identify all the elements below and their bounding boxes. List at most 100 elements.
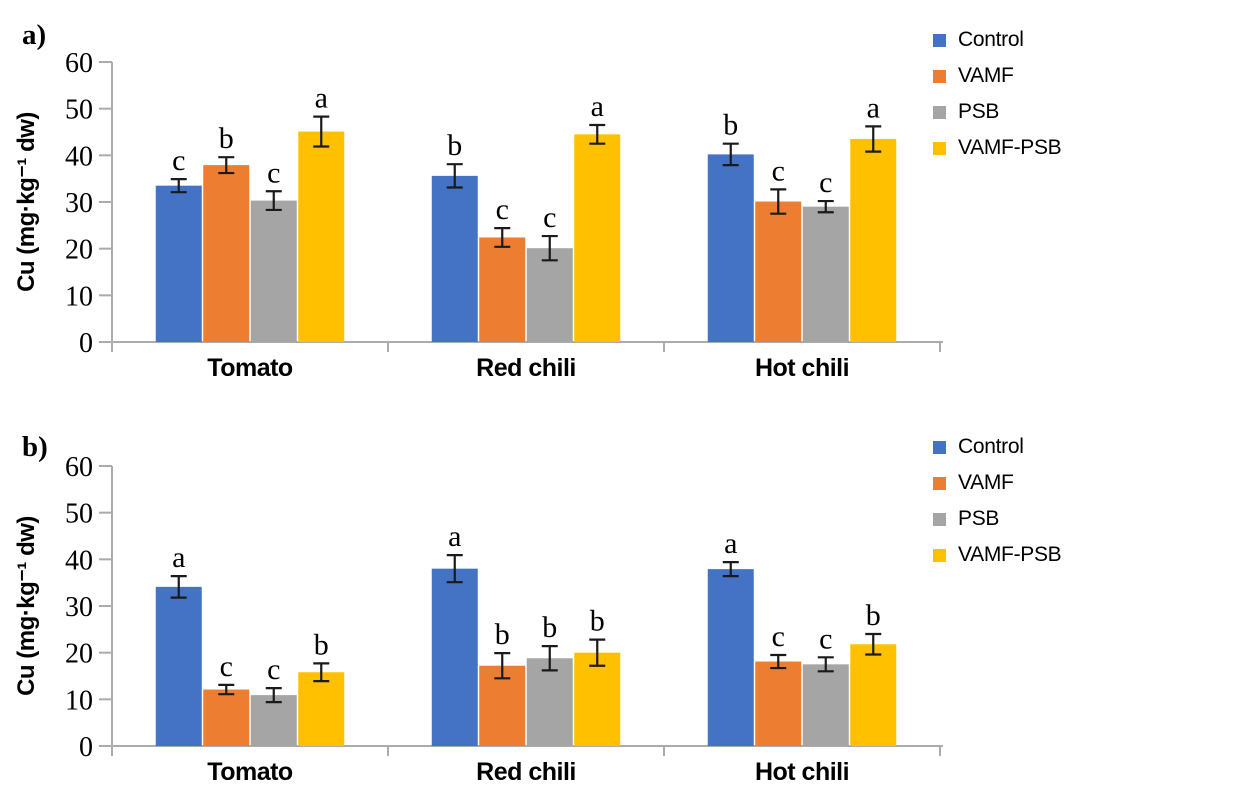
legend-label-vamf-psb: VAMF-PSB (958, 136, 1062, 159)
bar-vamf (755, 201, 802, 342)
y-tick-label: 0 (79, 328, 93, 359)
legend-label-control: Control (958, 28, 1024, 51)
legend-label-vamf-psb: VAMF-PSB (958, 543, 1062, 566)
legend-item-psb: PSB (933, 507, 1061, 531)
bar-vamf (755, 661, 802, 746)
y-tick-label: 60 (65, 452, 93, 483)
bar-vamf-psb (574, 134, 621, 342)
panel-a-chart: a) Cu (mg·kg⁻¹ dw) 0 10 20 30 40 50 60 Tomato Red … (13, 19, 943, 382)
significance-letter: b (723, 109, 738, 142)
bar-control (155, 586, 202, 746)
legend-item-vamf: VAMF (933, 64, 1061, 88)
legend-item-control: Control (933, 28, 1061, 52)
category-label: Red chili (476, 354, 576, 382)
significance-letter: c (772, 154, 785, 187)
legend-swatch-vamf-icon (933, 476, 946, 490)
significance-letter: b (542, 611, 557, 644)
significance-letter: b (495, 618, 510, 651)
bar-control (431, 568, 478, 746)
significance-letter: a (172, 541, 185, 574)
legend-item-control: Control (933, 435, 1061, 459)
panel-label: b) (22, 431, 48, 463)
bar-psb (250, 200, 297, 342)
significance-letter: b (590, 605, 605, 638)
bar-vamf (203, 165, 250, 342)
legend-label-vamf: VAMF (958, 64, 1014, 87)
bar-vamf-psb (850, 139, 897, 342)
bar-vamf (203, 689, 250, 746)
legend-panel-a: Control VAMF PSB VAMF-PSB (933, 28, 1062, 172)
legend-label-psb: PSB (958, 100, 1000, 123)
legend-label-control: Control (958, 435, 1024, 458)
legend-item-vamf-psb: VAMF-PSB (933, 543, 1062, 567)
significance-letter: c (819, 166, 832, 199)
bar-vamf-psb (298, 131, 345, 342)
category-label: Hot chili (755, 354, 849, 382)
y-tick-label: 10 (65, 685, 93, 716)
legend-item-vamf: VAMF (933, 471, 1061, 495)
legend-item-vamf-psb: VAMF-PSB (933, 136, 1062, 160)
significance-letter: a (315, 82, 328, 115)
legend-panel-b: Control VAMF PSB VAMF-PSB (933, 435, 1062, 579)
bar-vamf-psb (574, 652, 621, 746)
legend-swatch-vamf-psb-icon (933, 548, 946, 562)
legend-swatch-control-icon (933, 440, 946, 454)
category-label: Tomato (207, 354, 293, 382)
significance-letter: b (314, 628, 329, 661)
legend-swatch-psb-icon (933, 105, 946, 119)
significance-letter: c (819, 622, 832, 655)
legend-swatch-control-icon (933, 33, 946, 47)
significance-letter: a (448, 520, 461, 553)
bar-vamf (479, 237, 526, 342)
y-tick-label: 30 (65, 188, 93, 219)
significance-letter: a (591, 90, 604, 123)
significance-letter: a (724, 527, 737, 560)
bar-psb (802, 664, 849, 746)
y-tick-label: 30 (65, 592, 93, 623)
legend-item-psb: PSB (933, 100, 1061, 124)
significance-letter: b (447, 129, 462, 162)
y-tick-label: 20 (65, 235, 93, 266)
legend-swatch-vamf-psb-icon (933, 141, 946, 155)
category-label: Hot chili (755, 758, 849, 786)
bar-vamf-psb (850, 644, 897, 746)
category-label: Red chili (476, 758, 576, 786)
bar-control (707, 569, 754, 746)
bar-control (155, 185, 202, 342)
y-axis-title: Cu (mg·kg⁻¹ dw) (13, 112, 40, 292)
category-label: Tomato (207, 758, 293, 786)
significance-letter: c (496, 193, 509, 226)
significance-letter: c (543, 201, 556, 234)
panel-label: a) (22, 19, 46, 51)
legend-swatch-vamf-icon (933, 69, 946, 83)
y-tick-label: 40 (65, 141, 93, 172)
panel-b-chart: b) Cu (mg·kg⁻¹ dw) 0 10 20 30 40 50 60 Tomato Red … (13, 431, 943, 786)
y-tick-label: 50 (65, 499, 93, 530)
y-tick-label: 40 (65, 545, 93, 576)
bar-control (431, 175, 478, 342)
y-tick-label: 60 (65, 48, 93, 79)
y-tick-label: 10 (65, 281, 93, 312)
y-axis-title: Cu (mg·kg⁻¹ dw) (13, 516, 40, 696)
significance-letter: c (267, 653, 280, 686)
y-tick-label: 50 (65, 95, 93, 126)
significance-letter: c (772, 620, 785, 653)
significance-letter: c (220, 650, 233, 683)
significance-letter: c (267, 156, 280, 189)
significance-letter: a (867, 91, 880, 124)
bar-psb (802, 206, 849, 342)
bar-psb (526, 658, 573, 746)
bar-control (707, 154, 754, 342)
bar-psb (250, 695, 297, 746)
bar-vamf-psb (298, 672, 345, 746)
legend-label-psb: PSB (958, 507, 1000, 530)
bar-psb (526, 248, 573, 342)
y-tick-label: 0 (79, 732, 93, 763)
significance-letter: b (219, 122, 234, 155)
legend-label-vamf: VAMF (958, 471, 1014, 494)
y-tick-label: 20 (65, 639, 93, 670)
significance-letter: b (866, 599, 881, 632)
significance-letter: c (172, 144, 185, 177)
legend-swatch-psb-icon (933, 512, 946, 526)
